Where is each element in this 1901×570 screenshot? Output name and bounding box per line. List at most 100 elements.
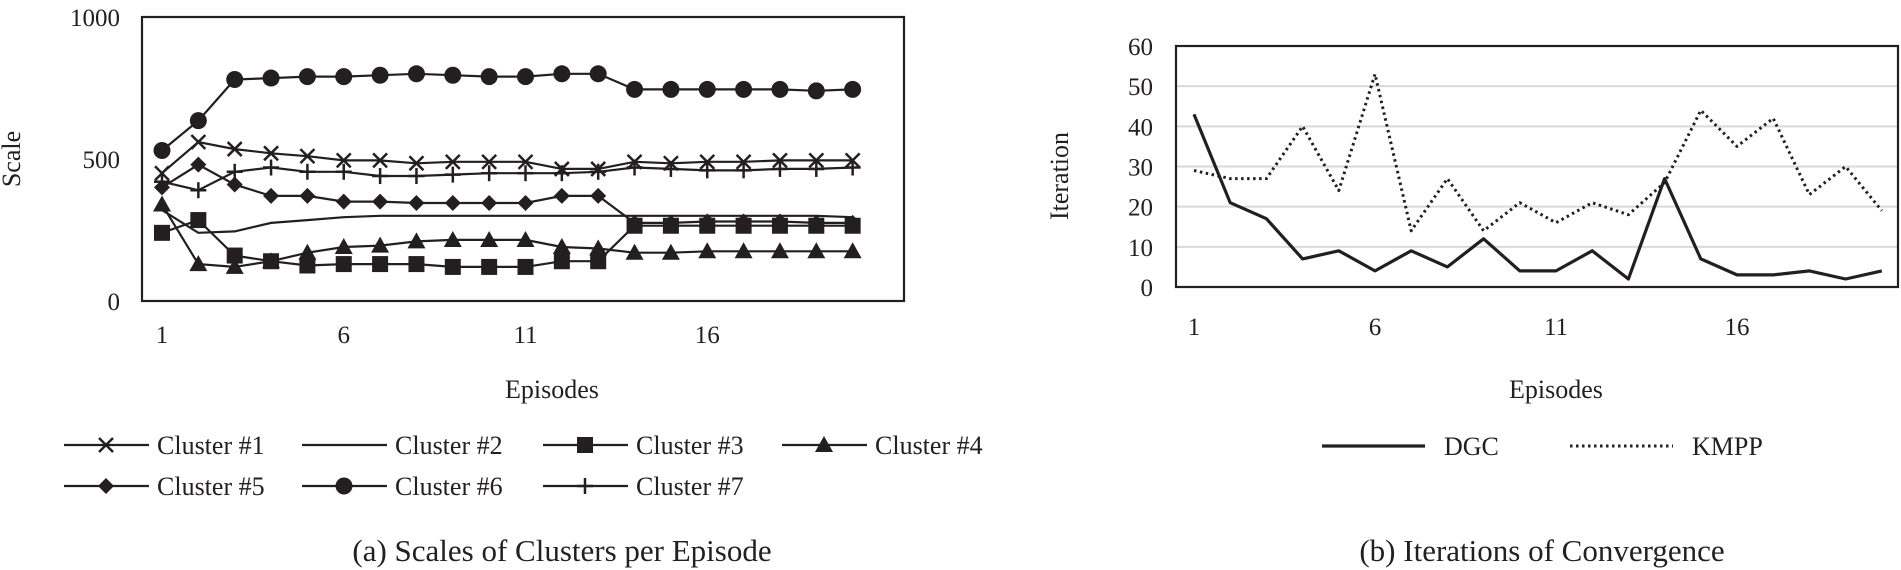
chart-a-series-cluster-1-point-7-stroke-2 <box>372 152 388 169</box>
chart-a-series-cluster-5-point-8 <box>408 195 425 212</box>
chart-b-x-ticks: 1 6 11 16 <box>1188 314 1750 341</box>
chart-a-legend-cluster-6: Cluster #6 <box>302 472 503 501</box>
chart-a-series-cluster-6-point-9 <box>444 66 462 84</box>
chart-a-series-cluster-4-point-5 <box>298 243 317 260</box>
chart-a-series-cluster-3-point-12 <box>553 253 570 270</box>
chart-a-series-cluster-3-point-2 <box>190 212 207 229</box>
chart-a-series-cluster-1-point-19-stroke-2 <box>808 152 825 169</box>
chart-b-legend-dgc-label: DGC <box>1444 432 1499 461</box>
chart-a-series-cluster-7-point-2 <box>190 182 207 199</box>
chart-a-series-cluster-6-point-1 <box>153 141 171 159</box>
chart-a-legend-cluster-3-marker <box>577 437 593 453</box>
chart-a-series-cluster-1-point-16 <box>699 153 716 170</box>
chart-a-legend-cluster-5-marker <box>98 478 114 494</box>
chart-a-series-cluster-3-point-7-shape <box>372 256 389 273</box>
chart-a-series-cluster-7-point-11 <box>517 165 534 182</box>
chart-a-legend-cluster-1-marker-stroke-2 <box>98 437 114 453</box>
chart-a-series-cluster-5 <box>154 156 861 231</box>
chart-a-series-cluster-6-point-10-shape <box>480 68 498 86</box>
chart-a-series-cluster-6-point-20-shape <box>844 80 862 98</box>
chart-a-series-cluster-4-point-14-shape <box>625 243 644 260</box>
chart-a-series-cluster-6-point-5 <box>298 68 316 86</box>
chart-a-series-cluster-3-point-6-shape <box>335 256 352 273</box>
chart-a-series-cluster-3-point-3 <box>226 247 243 264</box>
chart-a-plot-frame <box>140 15 906 303</box>
chart-a-series-cluster-3-point-8 <box>408 256 425 273</box>
chart-a-series-cluster-4-point-5-shape <box>298 243 317 260</box>
chart-a-series-cluster-1-point-18 <box>772 152 788 169</box>
chart-a-series-cluster-5-point-19 <box>808 214 825 231</box>
chart-b-gridlines <box>1176 85 1898 248</box>
chart-a-legend-cluster-1-marker <box>98 437 114 453</box>
chart-a-series-cluster-3-point-9 <box>444 258 461 275</box>
chart-a-series-cluster-7-point-4 <box>263 159 280 176</box>
chart-a-legend-cluster-5-marker-shape <box>98 478 114 494</box>
chart-a-x-axis-label: Episodes <box>505 375 599 404</box>
chart-a-series-cluster-1-point-3-stroke-2 <box>226 141 243 157</box>
chart-a-series-cluster-3-point-7 <box>372 256 389 273</box>
chart-b-y-tick-20: 20 <box>1128 195 1153 222</box>
chart-a-series-cluster-1-point-4-stroke-2 <box>263 145 279 162</box>
chart-a-x-tick-16: 16 <box>695 322 720 349</box>
chart-a-series-cluster-7-point-1 <box>154 173 170 190</box>
chart-a-series-cluster-4-point-15 <box>661 243 680 260</box>
chart-a-series-cluster-5-point-11-shape <box>517 195 534 212</box>
chart-a-series-cluster-6-point-16-shape <box>698 80 716 98</box>
chart-a-series-cluster-3-point-5-shape <box>299 257 316 274</box>
chart-b-y-tick-60: 60 <box>1128 34 1153 61</box>
chart-a-series-cluster-7-point-13 <box>590 163 607 180</box>
chart-a-series-cluster-2 <box>161 209 853 234</box>
chart-b-x-tick-16: 16 <box>1725 314 1750 341</box>
chart-a-series-cluster-5-point-13-shape <box>590 187 607 204</box>
chart-a-series-cluster-3-point-10 <box>481 258 498 275</box>
chart-b-legend-dgc: DGC <box>1322 432 1499 461</box>
chart-b-x-axis-label: Episodes <box>1509 375 1603 404</box>
chart-a-series-cluster-4-point-17-shape <box>734 242 753 259</box>
chart-a-series-cluster-1-point-5-stroke-2 <box>299 148 316 165</box>
chart-a-series-cluster-1-point-4 <box>263 145 279 162</box>
chart-b-caption: (b) Iterations of Convergence <box>1359 533 1724 568</box>
chart-a-x-ticks: 1 6 11 16 <box>156 322 720 349</box>
chart-a-series-cluster-7-point-14 <box>626 159 643 176</box>
chart-a-series-cluster-5-point-12-shape <box>553 187 570 204</box>
chart-a-x-tick-6: 6 <box>338 322 351 349</box>
chart-a-series-cluster-6-point-3-shape <box>226 70 244 88</box>
chart-a-series-cluster-7-point-7 <box>372 168 389 185</box>
chart-a-series-cluster-6-point-20 <box>844 80 862 98</box>
chart-a-series-cluster-6-point-7 <box>371 66 389 84</box>
chart-a-series-cluster-5-point-4 <box>263 187 280 204</box>
chart-a-series-cluster-6-point-14 <box>626 80 644 98</box>
chart-b-y-tick-0: 0 <box>1141 275 1154 302</box>
chart-a-series-cluster-6-point-4-shape <box>262 69 280 87</box>
chart-a-series-cluster-3-point-12-shape <box>553 253 570 270</box>
chart-a-series-cluster-4-point-10-shape <box>480 230 499 247</box>
chart-a-series-cluster-5-point-19-shape <box>808 214 825 231</box>
chart-a-series-cluster-4-point-6-shape <box>334 238 353 255</box>
chart-a-series-cluster-5-point-5-shape <box>299 187 316 204</box>
chart-a-series-cluster-6-point-15 <box>662 80 680 98</box>
chart-a-legend-cluster-4-label: Cluster #4 <box>875 431 983 460</box>
chart-a-series-cluster-5-point-14-shape <box>626 214 643 231</box>
chart-a-series-cluster-7-point-8 <box>408 168 425 185</box>
chart-b-legend-kmpp-label: KMPP <box>1692 432 1763 461</box>
chart-a-series-cluster-5-point-15-shape <box>662 214 679 231</box>
chart-a-series-cluster-7-point-16 <box>699 162 716 179</box>
chart-a-series-cluster-3-point-5 <box>299 257 316 274</box>
chart-a-series-cluster-6-point-1-shape <box>153 141 171 159</box>
chart-a-series-cluster-1-point-6 <box>335 152 352 169</box>
chart-a-series-cluster-1-point-16-stroke-2 <box>699 153 716 170</box>
chart-b-y-axis-label: Iteration <box>1045 132 1074 220</box>
chart-a-series-cluster-4-point-11 <box>516 230 535 247</box>
chart-a-legend-cluster-7-marker <box>577 478 593 494</box>
chart-a-series-cluster-1-point-18-stroke-2 <box>772 152 788 169</box>
chart-a-series-cluster-4-point-12-shape <box>552 238 571 255</box>
chart-a-series-cluster-5-point-20-shape <box>844 214 861 231</box>
chart-a-series-cluster-6-point-17 <box>735 80 753 98</box>
chart-a-series-cluster-5-point-8-shape <box>408 195 425 212</box>
chart-a-series-cluster-5-point-17-shape <box>735 213 752 230</box>
chart-a-series-cluster-6-point-19 <box>807 82 825 100</box>
chart-a-caption: (a) Scales of Clusters per Episode <box>352 533 771 568</box>
